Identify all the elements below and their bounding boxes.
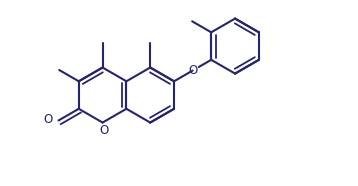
Text: O: O [189, 64, 198, 77]
Text: O: O [44, 113, 53, 126]
Text: O: O [99, 124, 108, 137]
